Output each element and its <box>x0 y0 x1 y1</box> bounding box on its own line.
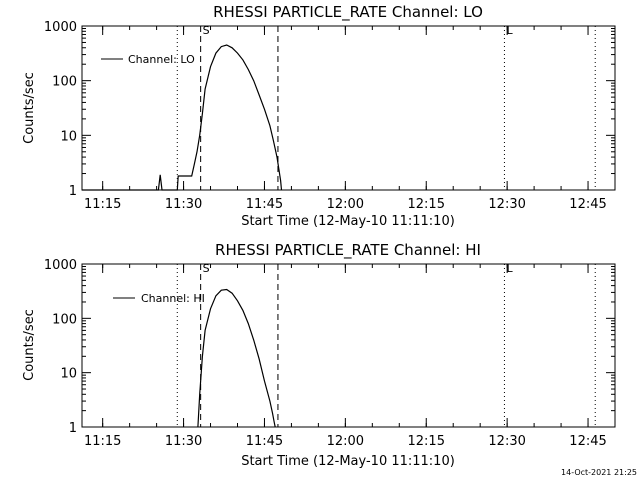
chart-title: RHESSI PARTICLE_RATE Channel: LO <box>213 3 483 22</box>
y-tick-label: 10 <box>60 367 77 382</box>
x-tick-label: 12:00 <box>327 197 364 212</box>
x-tick-label: 12:45 <box>569 197 606 212</box>
x-tick-label: 11:30 <box>165 197 202 212</box>
x-tick-label: 12:15 <box>408 434 445 449</box>
marker-label: L <box>506 262 513 275</box>
marker-label: S <box>203 262 210 275</box>
x-tick-label: 11:45 <box>246 197 283 212</box>
y-tick-label: 100 <box>52 312 77 327</box>
series-line <box>197 288 276 428</box>
y-tick-label: 1 <box>69 421 77 436</box>
x-tick-label: 11:30 <box>165 434 202 449</box>
x-tick-label: 12:15 <box>408 197 445 212</box>
x-tick-label: 12:00 <box>327 434 364 449</box>
y-tick-label: 1 <box>69 184 77 199</box>
series-line <box>82 44 283 191</box>
marker-label: L <box>506 24 513 37</box>
x-tick-label: 11:15 <box>84 434 121 449</box>
plot-frame <box>81 25 616 191</box>
x-axis-label: Start Time (12-May-10 11:11:10) <box>241 454 455 469</box>
x-tick-label: 11:15 <box>84 197 121 212</box>
legend-label: Channel: HI <box>141 292 205 305</box>
y-axis-label: Counts/sec <box>22 309 37 381</box>
y-tick-label: 10 <box>60 129 77 144</box>
panel-lo: RHESSI PARTICLE_RATE Channel: LO Counts/… <box>22 3 616 229</box>
y-tick-label: 100 <box>52 75 77 90</box>
x-tick-label: 12:45 <box>569 434 606 449</box>
panel-hi: RHESSI PARTICLE_RATE Channel: HI Counts/… <box>22 241 616 469</box>
x-tick-label: 12:30 <box>488 434 525 449</box>
y-tick-label: 1000 <box>44 20 77 35</box>
y-axis-label: Counts/sec <box>22 72 37 144</box>
x-tick-label: 12:30 <box>488 197 525 212</box>
plot-marks: 11:15 11:30 11:45 12:00 12:15 12:30 12:45 1 10 10… <box>44 258 616 449</box>
plot-marks: 11:15 11:30 11:45 12:00 12:15 12:30 12:45 1 10 10… <box>44 20 616 212</box>
plot-frame <box>81 263 616 428</box>
legend-label: Channel: LO <box>128 53 195 66</box>
marker-label: S <box>203 24 210 37</box>
x-tick-label: 11:45 <box>246 434 283 449</box>
y-tick-label: 1000 <box>44 258 77 273</box>
x-axis-label: Start Time (12-May-10 11:11:10) <box>241 214 455 229</box>
timestamp: 14-Oct-2021 21:25 <box>561 468 637 477</box>
chart-title: RHESSI PARTICLE_RATE Channel: HI <box>215 241 481 260</box>
